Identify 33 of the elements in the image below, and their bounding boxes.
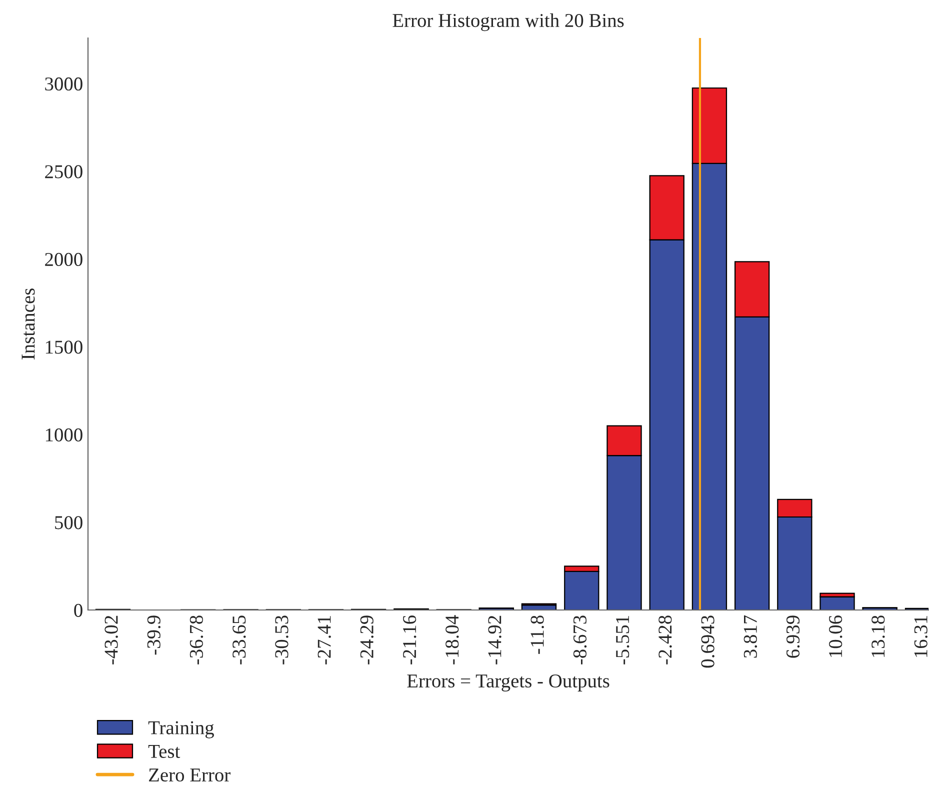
x-tick-label: 16.31 [914,616,928,657]
x-tick-label: 0.6943 [701,616,714,668]
legend-label: Test [148,745,180,758]
legend-label: Training [148,721,214,738]
legend-label: Zero Error [148,768,230,782]
x-tick-label: -8.673 [573,616,587,664]
x-tick-label: -43.02 [104,616,118,664]
y-tick-label: 3000 [45,77,82,91]
chart-title: Error Histogram with 20 Bins [392,13,624,32]
x-tick-label: -21.16 [403,615,416,664]
x-tick-label: -27.41 [318,616,331,664]
x-tick-label: -2.428 [658,616,672,664]
x-tick-label: 10.06 [828,615,842,657]
x-tick-label: -36.78 [190,616,204,664]
y-tick-label: 1000 [46,428,82,442]
y-tick-label: 0 [74,604,82,617]
x-tick-label: -30.53 [275,616,288,664]
x-tick-label: -18.04 [446,615,459,664]
x-tick-label: -33.65 [232,616,246,664]
x-tick-label: 13.18 [872,616,885,657]
x-tick-label: 6.939 [786,616,800,658]
x-axis-title: Errors = Targets - Outputs [407,674,610,692]
x-tick-label: 3.817 [744,615,758,658]
y-axis-title: Instances [22,288,35,360]
y-tick-label: 2500 [45,165,82,178]
y-tick-label: 1500 [46,340,82,354]
x-tick-label: -39.9 [147,616,160,655]
x-tick-label: -24.29 [360,616,374,664]
y-tick-label: 2000 [45,252,82,266]
y-tick-label: 500 [55,516,82,530]
x-tick-label: -5.551 [616,616,630,664]
x-tick-label: -11.8 [530,616,544,654]
x-tick-label: -14.92 [488,616,502,664]
